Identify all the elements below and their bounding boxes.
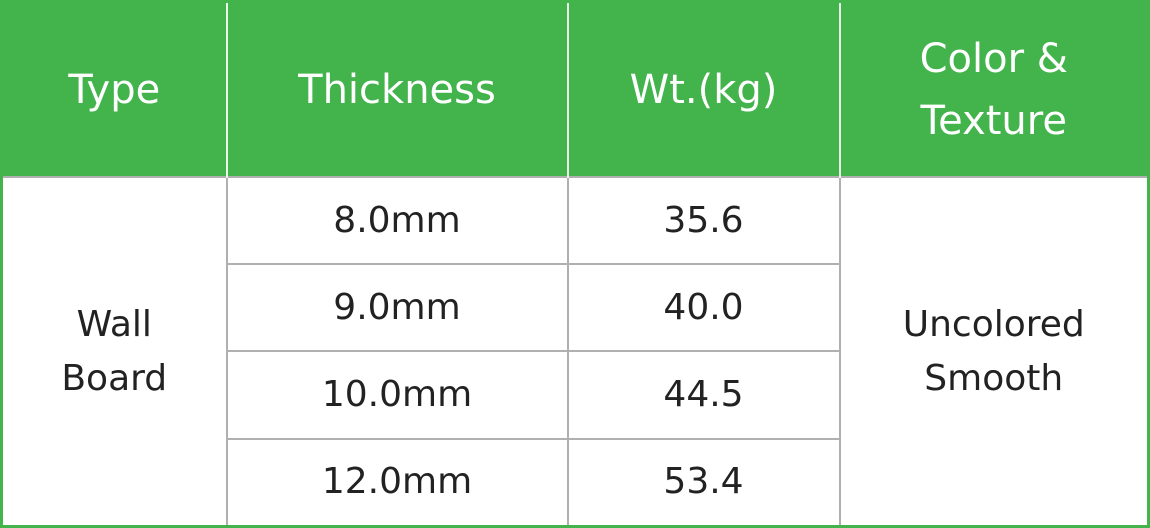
- table-row: Wall Board 8.0mm 35.6 Uncolored Smooth: [1, 175, 1149, 528]
- header-thickness: Thickness: [225, 1, 568, 177]
- weight-cell: 53.4: [566, 437, 840, 527]
- weight-cell: 35.6: [566, 175, 841, 266]
- table-row: 12.0mm 53.4: [2, 437, 1149, 527]
- header-color-texture-label: Color & Texture: [919, 35, 1068, 144]
- color-line1: Uncolored: [902, 303, 1085, 345]
- type-line1: Wall: [76, 303, 152, 345]
- weight-cell: 40.0: [566, 263, 840, 353]
- color-line2: Smooth: [924, 357, 1064, 399]
- header-row: Type Thickness Wt.(kg) Color & Texture: [1, 1, 1149, 177]
- type-line2: Board: [61, 357, 168, 399]
- header-color-texture: Color & Texture: [838, 1, 1149, 177]
- table-row: 10.0mm 44.5: [2, 350, 1149, 440]
- weight-cell: 44.5: [566, 350, 840, 440]
- header-type: Type: [1, 1, 227, 177]
- thickness-cell: 8.0mm: [225, 175, 569, 266]
- thickness-cell: 10.0mm: [226, 350, 569, 440]
- thickness-cell: 9.0mm: [226, 263, 569, 353]
- thickness-cell: 12.0mm: [226, 437, 569, 527]
- table-row: 9.0mm 40.0: [2, 263, 1149, 353]
- type-cell: Wall Board: [1, 176, 228, 528]
- header-weight: Wt.(kg): [566, 1, 840, 177]
- color-texture-cell: Uncolored Smooth: [838, 176, 1149, 528]
